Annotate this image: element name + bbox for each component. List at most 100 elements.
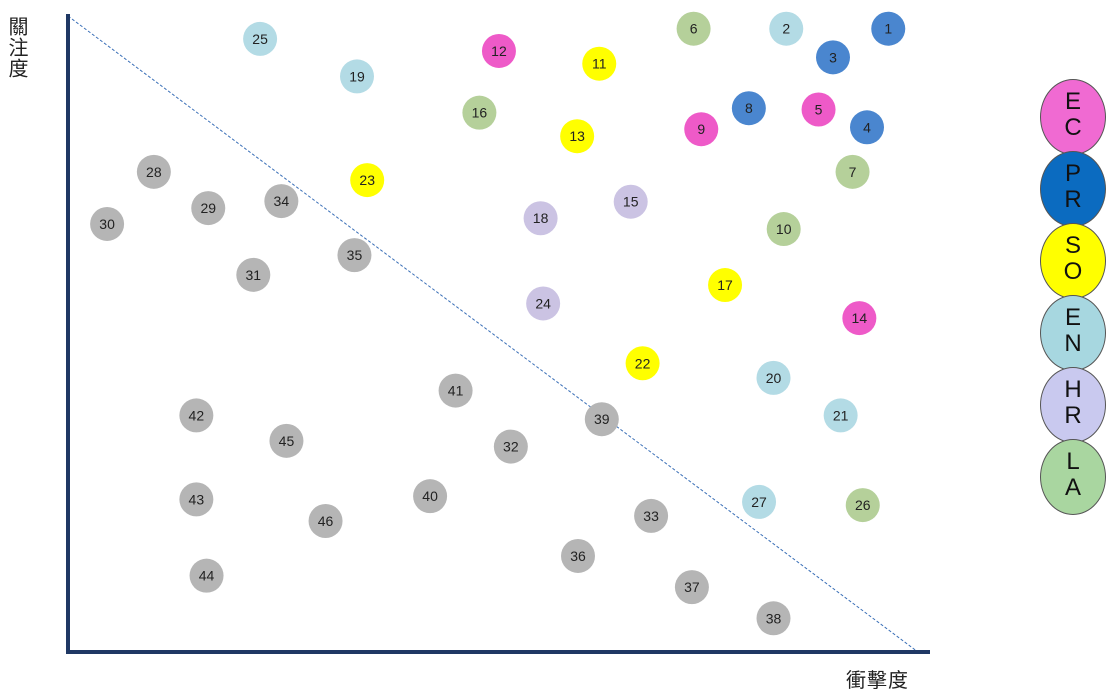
legend-letter: L	[1066, 448, 1080, 475]
point-9: 9	[684, 112, 719, 147]
point-label: 34	[274, 193, 290, 209]
point-label: 4	[863, 119, 871, 135]
point-17: 17	[708, 268, 743, 303]
point-label: 27	[751, 494, 767, 510]
point-26: 26	[845, 488, 880, 523]
point-marker	[842, 301, 877, 336]
point-label: 15	[623, 194, 639, 210]
point-42: 42	[179, 398, 214, 433]
point-marker	[269, 423, 304, 458]
point-label: 42	[189, 407, 205, 423]
point-marker	[584, 402, 619, 437]
point-22: 22	[625, 346, 660, 381]
point-label: 7	[849, 164, 857, 180]
point-23: 23	[350, 163, 385, 198]
point-31: 31	[236, 257, 271, 292]
point-27: 27	[742, 484, 777, 519]
point-label: 6	[690, 21, 698, 37]
point-20: 20	[756, 360, 791, 395]
point-label: 17	[717, 277, 733, 293]
point-marker	[742, 484, 777, 519]
legend-letter: C	[1064, 114, 1082, 141]
point-28: 28	[136, 154, 171, 189]
point-marker	[871, 11, 906, 46]
point-37: 37	[674, 570, 709, 605]
point-marker	[526, 286, 561, 321]
point-label: 24	[535, 295, 551, 311]
point-marker	[236, 257, 271, 292]
point-label: 28	[146, 164, 162, 180]
point-30: 30	[90, 206, 125, 241]
point-label: 10	[776, 221, 792, 237]
point-label: 20	[766, 370, 782, 386]
impact-attention-scatter: 1234567891011121314151617181920212223242…	[66, 11, 930, 654]
point-label: 1	[884, 21, 892, 37]
point-label: 3	[829, 49, 837, 65]
legend-letter: N	[1064, 330, 1082, 357]
point-10: 10	[766, 212, 801, 247]
point-16: 16	[462, 95, 497, 130]
point-marker	[308, 503, 343, 538]
point-marker	[756, 360, 791, 395]
point-marker	[769, 11, 804, 46]
point-marker	[684, 112, 719, 147]
point-11: 11	[582, 46, 617, 81]
point-label: 9	[697, 121, 705, 137]
point-marker	[625, 346, 660, 381]
point-marker	[731, 91, 766, 126]
point-marker	[462, 95, 497, 130]
point-marker	[816, 40, 850, 75]
x-axis-label: 衝擊度	[846, 670, 909, 692]
point-label: 33	[643, 508, 659, 524]
point-label: 22	[635, 355, 651, 371]
point-41: 41	[438, 373, 473, 408]
point-25: 25	[243, 21, 278, 56]
point-marker	[766, 212, 801, 247]
point-marker	[845, 488, 880, 523]
point-3: 3	[816, 40, 850, 75]
point-label: 46	[318, 513, 334, 529]
point-label: 5	[815, 101, 823, 117]
point-46: 46	[308, 503, 343, 538]
point-marker	[523, 201, 558, 236]
point-33: 33	[634, 498, 669, 533]
point-label: 13	[569, 128, 585, 144]
point-marker	[561, 538, 595, 573]
point-label: 14	[852, 310, 868, 326]
point-35: 35	[337, 238, 372, 273]
point-label: 25	[252, 31, 268, 47]
point-marker	[179, 398, 214, 433]
point-label: 35	[347, 247, 363, 263]
point-34: 34	[264, 184, 299, 219]
point-2: 2	[769, 11, 804, 46]
point-marker	[264, 184, 299, 219]
point-12: 12	[481, 33, 516, 68]
point-19: 19	[340, 59, 374, 94]
point-label: 2	[782, 21, 790, 37]
point-39: 39	[584, 402, 619, 437]
point-marker	[136, 154, 171, 189]
point-label: 44	[199, 568, 215, 584]
point-marker	[493, 429, 528, 464]
diagonal-reference-line	[67, 15, 919, 653]
point-5: 5	[801, 92, 836, 127]
legend-letter: E	[1064, 304, 1081, 331]
point-45: 45	[269, 423, 304, 458]
point-15: 15	[613, 184, 648, 219]
point-label: 12	[491, 43, 507, 59]
point-7: 7	[835, 154, 870, 189]
point-marker	[340, 59, 374, 94]
legend-letter: O	[1063, 258, 1083, 285]
legend-letter: P	[1064, 160, 1081, 187]
point-marker	[413, 479, 448, 514]
point-marker	[179, 482, 214, 517]
point-marker	[823, 398, 858, 433]
point-label: 8	[745, 100, 753, 116]
point-marker	[189, 558, 224, 593]
point-marker	[674, 570, 709, 605]
point-marker	[560, 119, 595, 154]
point-label: 43	[189, 491, 205, 507]
